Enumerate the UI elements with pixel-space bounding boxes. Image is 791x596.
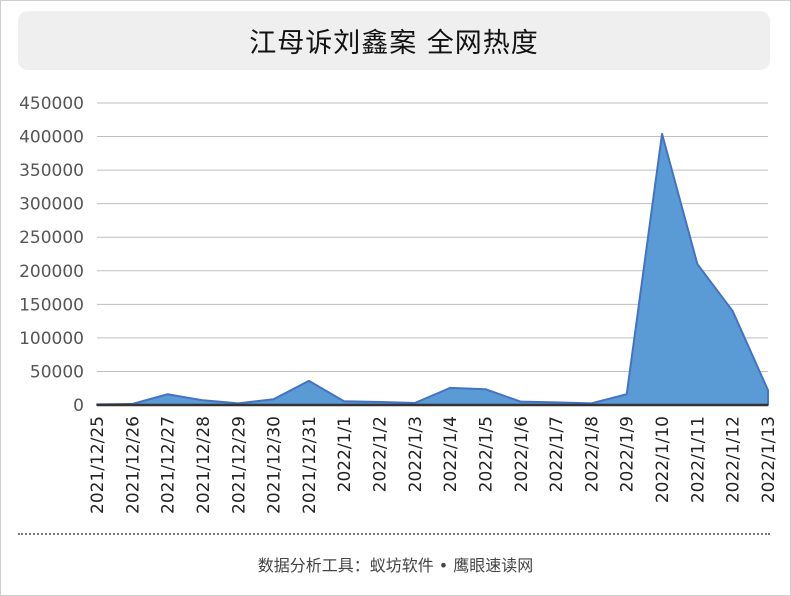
y-tick-label: 100000 [19, 329, 84, 349]
data-point [414, 402, 416, 404]
x-tick-label: 2022/1/6 [512, 416, 532, 492]
data-point [273, 398, 275, 400]
data-point [449, 387, 451, 389]
x-tick-label: 2022/1/12 [724, 416, 744, 503]
x-tick-label: 2022/1/2 [371, 416, 391, 492]
x-tick-label: 2022/1/11 [688, 416, 708, 503]
x-tick-label: 2022/1/7 [547, 416, 567, 492]
x-tick-label: 2021/12/30 [265, 416, 285, 514]
data-point [484, 388, 486, 390]
y-tick-label: 250000 [19, 228, 84, 248]
x-tick-label: 2022/1/1 [335, 416, 355, 492]
y-tick-label: 150000 [19, 295, 84, 315]
area-series [96, 132, 769, 406]
data-point [767, 389, 769, 391]
y-tick-label: 400000 [19, 128, 84, 148]
chart-title: 江母诉刘鑫案 全网热度 [249, 28, 539, 59]
x-tick-label: 2021/12/31 [300, 416, 320, 514]
data-point [167, 393, 169, 395]
chart-title-box: 江母诉刘鑫案 全网热度 [18, 11, 770, 70]
y-tick-label: 450000 [19, 94, 84, 114]
x-tick-label: 2021/12/27 [159, 416, 179, 514]
x-tick-label: 2022/1/9 [618, 416, 638, 492]
data-point [237, 402, 239, 404]
y-tick-label: 50000 [30, 362, 84, 382]
data-point [343, 400, 345, 402]
x-tick-label: 2021/12/26 [123, 416, 143, 514]
x-tick-label: 2021/12/29 [229, 416, 249, 514]
y-tick-label: 0 [73, 396, 84, 416]
x-tick-label: 2021/12/25 [88, 416, 108, 514]
data-point [379, 401, 381, 403]
x-tick-label: 2021/12/28 [194, 416, 214, 514]
y-tick-label: 200000 [19, 262, 84, 282]
x-tick-label: 2022/1/10 [653, 416, 673, 503]
data-point [520, 401, 522, 403]
x-axis-labels: 2021/12/25 2021/12/26 2021/12/27 2021/12/28… [88, 416, 779, 514]
data-point [308, 380, 310, 382]
y-tick-label: 300000 [19, 195, 84, 215]
y-axis-labels: 0 50000 100000 150000 200000 250000 300000 3500… [19, 94, 84, 416]
x-tick-label: 2022/1/3 [406, 416, 426, 492]
y-tick-label: 350000 [19, 161, 84, 181]
x-tick-label: 2022/1/5 [476, 416, 496, 492]
data-point [202, 399, 204, 401]
data-point [732, 310, 734, 312]
x-tick-label: 2022/1/8 [582, 416, 602, 492]
data-point [696, 263, 698, 265]
data-point [661, 133, 663, 135]
series-area [96, 132, 769, 406]
footer-text: 数据分析工具：蚁坊软件 • 鹰眼速读网 [257, 556, 534, 575]
data-point [555, 401, 557, 403]
data-point [590, 402, 592, 404]
footer-divider [18, 533, 770, 535]
data-point [626, 393, 628, 395]
x-tick-label: 2022/1/4 [441, 416, 461, 492]
x-tick-label: 2022/1/13 [759, 416, 779, 503]
